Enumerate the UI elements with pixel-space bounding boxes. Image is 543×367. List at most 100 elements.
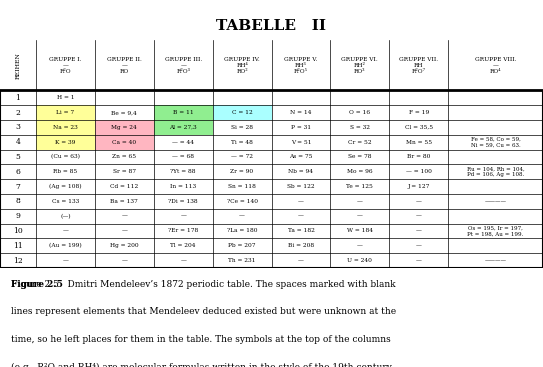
Text: P = 31: P = 31 [291,125,311,130]
Text: (Au = 199): (Au = 199) [49,243,82,248]
Text: —: — [298,258,304,263]
Text: Ta = 182: Ta = 182 [287,228,314,233]
Text: Si = 28: Si = 28 [231,125,253,130]
Text: —: — [416,228,421,233]
Text: —: — [298,214,304,219]
Text: GRUPPE III.
—
R²O³: GRUPPE III. — R²O³ [165,57,202,74]
Text: Ru = 104, Rh = 104,
Pd = 106, Ag = 108.: Ru = 104, Rh = 104, Pd = 106, Ag = 108. [466,166,525,177]
Text: ?Ce = 140: ?Ce = 140 [226,199,257,204]
Text: 7: 7 [16,182,21,190]
Text: Te = 125: Te = 125 [346,184,373,189]
Text: Mo = 96: Mo = 96 [347,169,372,174]
Text: GRUPPE VII.
RH
R²O⁷: GRUPPE VII. RH R²O⁷ [399,57,438,74]
Text: In = 113: In = 113 [170,184,196,189]
Text: lines represent elements that Mendeleev deduced existed but were unknown at the: lines represent elements that Mendeleev … [11,308,396,316]
Text: S = 32: S = 32 [350,125,370,130]
Text: B = 11: B = 11 [173,110,193,115]
Text: Ti = 48: Ti = 48 [231,140,253,145]
Text: Rb = 85: Rb = 85 [53,169,78,174]
Text: GRUPPE IV.
RH⁴
RO²: GRUPPE IV. RH⁴ RO² [224,57,260,74]
Text: 3: 3 [16,123,21,131]
Text: Al = 27,3: Al = 27,3 [169,125,197,130]
Bar [154,105,213,120]
Text: (Ag = 108): (Ag = 108) [49,184,82,189]
Text: Ba = 137: Ba = 137 [110,199,138,204]
Text: GRUPPE VIII.
—
RO⁴: GRUPPE VIII. — RO⁴ [475,57,516,74]
Text: Cl = 35,5: Cl = 35,5 [405,125,433,130]
Text: —: — [62,228,68,233]
Text: Fe = 58, Co = 59,
Ni = 59, Cu = 63.: Fe = 58, Co = 59, Ni = 59, Cu = 63. [471,137,521,148]
Text: ?Er = 178: ?Er = 178 [168,228,198,233]
Text: 2: 2 [16,109,21,117]
Text: Tl = 204: Tl = 204 [171,243,196,248]
Text: Cr = 52: Cr = 52 [348,140,371,145]
Text: W = 184: W = 184 [347,228,373,233]
Bar [213,105,272,120]
Text: —: — [298,199,304,204]
Text: —: — [122,214,127,219]
Text: ————: ———— [484,258,507,263]
Text: K = 39: K = 39 [55,140,75,145]
Text: 6: 6 [16,168,21,176]
Text: Cd = 112: Cd = 112 [110,184,138,189]
Text: —: — [122,228,127,233]
Text: Os = 195, Ir = 197,
Pt = 198, Au = 199.: Os = 195, Ir = 197, Pt = 198, Au = 199. [468,226,524,236]
Bar [95,105,154,120]
Text: 12: 12 [13,257,23,265]
Text: — = 72: — = 72 [231,155,253,160]
Text: H = 1: H = 1 [56,95,74,100]
Text: V = 51: V = 51 [291,140,311,145]
Text: —: — [416,243,421,248]
Text: O = 16: O = 16 [349,110,370,115]
Text: (Cu = 63): (Cu = 63) [51,155,80,160]
Text: Figure 2.5   Dmitri Mendeleev’s 1872 periodic table. The spaces marked with blan: Figure 2.5 Dmitri Mendeleev’s 1872 perio… [11,280,395,289]
Text: Sr = 87: Sr = 87 [113,169,136,174]
Text: 8: 8 [16,197,21,206]
Text: — = 68: — = 68 [172,155,194,160]
Text: —: — [357,243,363,248]
Text: GRUPPE I.
—
R²O: GRUPPE I. — R²O [49,57,81,74]
Bar [95,135,154,150]
Text: ?Yt = 88: ?Yt = 88 [171,169,196,174]
Text: —: — [416,258,421,263]
Text: Br = 80: Br = 80 [407,155,431,160]
Text: (—): (—) [60,214,71,219]
Text: Bi = 208: Bi = 208 [288,243,314,248]
Text: Be = 9,4: Be = 9,4 [111,110,137,115]
Text: Hg = 200: Hg = 200 [110,243,138,248]
Text: Pb = 207: Pb = 207 [228,243,256,248]
Text: TABELLE   II: TABELLE II [217,19,326,33]
Text: F = 19: F = 19 [408,110,429,115]
Text: Na = 23: Na = 23 [53,125,78,130]
Text: Mn = 55: Mn = 55 [406,140,432,145]
Text: 4: 4 [16,138,21,146]
Text: —: — [416,199,421,204]
Text: Ca = 40: Ca = 40 [112,140,136,145]
Bar [36,105,95,120]
Text: 9: 9 [16,212,21,220]
Text: — = 44: — = 44 [172,140,194,145]
Text: —: — [62,258,68,263]
Text: 5: 5 [16,153,21,161]
Text: —: — [357,199,363,204]
Text: — = 100: — = 100 [406,169,432,174]
Text: time, so he left places for them in the table. The symbols at the top of the col: time, so he left places for them in the … [11,335,390,344]
Text: GRUPPE II.
—
RO: GRUPPE II. — RO [107,57,142,74]
Bar [36,135,95,150]
Text: ————: ———— [484,199,507,204]
Text: ?La = 180: ?La = 180 [227,228,257,233]
Text: (e.g., R²O and RH⁴) are molecular formulas written in the style of the 19th cent: (e.g., R²O and RH⁴) are molecular formul… [11,363,393,367]
Text: Sb = 122: Sb = 122 [287,184,315,189]
Bar [95,120,154,135]
Text: Cs = 133: Cs = 133 [52,199,79,204]
Text: U = 240: U = 240 [348,258,372,263]
Text: GRUPPE VI.
RH²
RO³: GRUPPE VI. RH² RO³ [342,57,378,74]
Text: Figure 2.5: Figure 2.5 [11,280,63,289]
Text: 11: 11 [13,242,23,250]
Text: Zr = 90: Zr = 90 [230,169,254,174]
Text: As = 75: As = 75 [289,155,313,160]
Text: Th = 231: Th = 231 [228,258,256,263]
Text: —: — [180,214,186,219]
Text: REIHEN: REIHEN [16,52,21,79]
Text: Mg = 24: Mg = 24 [111,125,137,130]
